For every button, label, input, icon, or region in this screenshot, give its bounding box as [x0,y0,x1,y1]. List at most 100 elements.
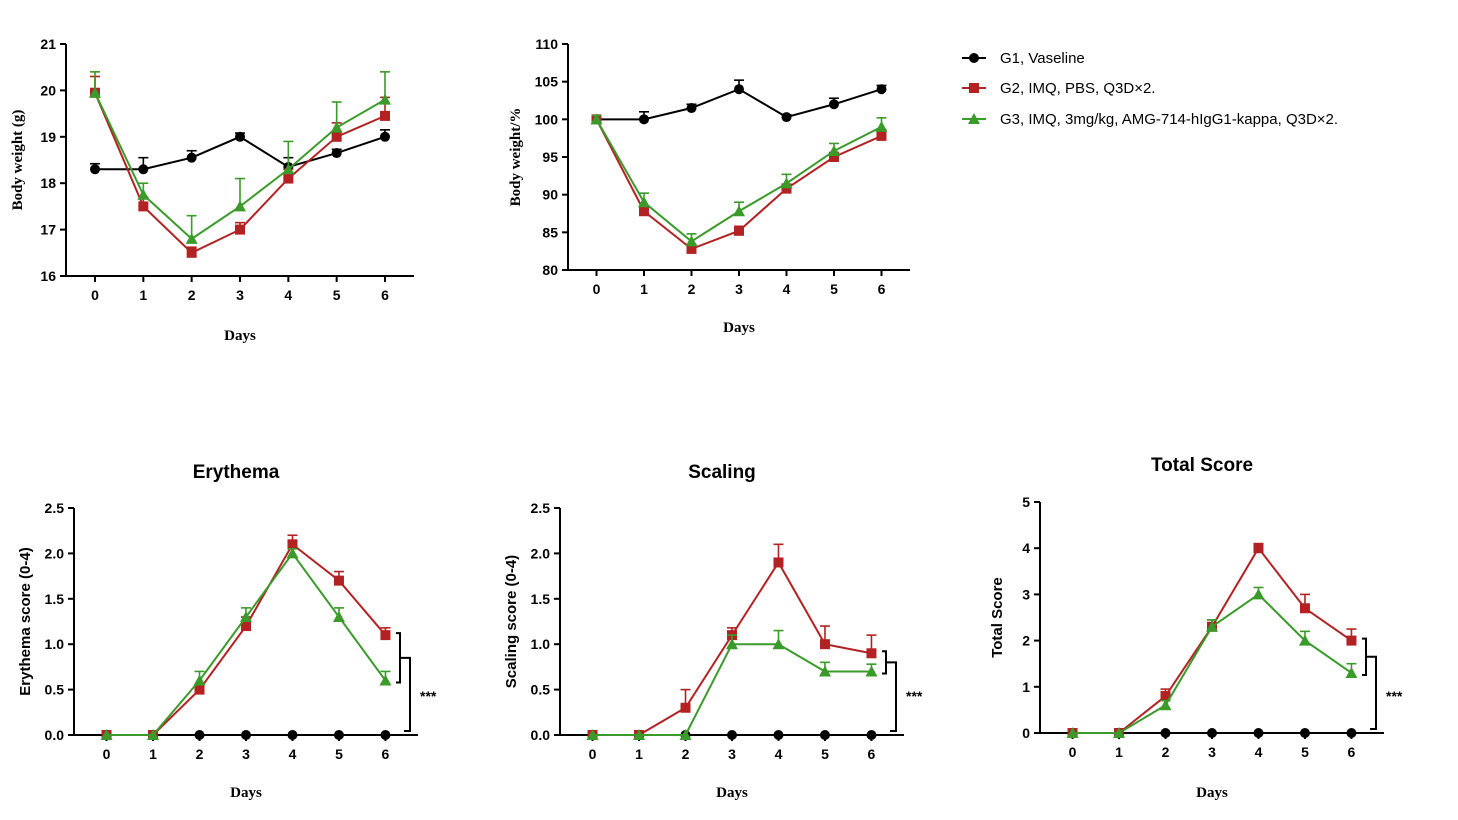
data-point [1066,727,1079,738]
data-point [781,183,792,194]
series-2 [1067,542,1357,738]
data-point [686,103,697,114]
series-line [595,118,882,243]
data-point [331,148,342,159]
x-tick-label: 4 [1255,744,1263,760]
y-axis-title: Erythema score (0-4) [17,547,34,695]
data-point [234,200,246,212]
data-point [781,112,792,123]
data-point [100,729,113,740]
x-tick-label: 1 [1115,744,1123,760]
chart-title: Erythema [193,462,280,483]
data-point [876,130,887,141]
x-tick-label: 6 [381,287,389,303]
data-point [1346,728,1357,738]
data-point [773,557,784,568]
series-2 [90,75,390,258]
x-axis-title: Days [716,785,748,801]
y-tick-label: 110 [535,36,558,52]
data-point [875,120,888,132]
data-point [194,684,205,695]
data-point [90,164,100,175]
data-point [866,648,877,659]
data-point [1159,699,1172,711]
y-axis-title: Body weight/% [508,108,524,207]
data-point [780,177,793,189]
data-point [240,610,252,622]
axes [60,43,414,282]
x-tick-label: 4 [284,287,292,303]
data-point [287,730,298,740]
series-2 [591,114,887,254]
axes [562,43,910,276]
x-tick-label: 3 [735,281,743,297]
data-point [137,188,150,200]
y-tick-label: 2.0 [45,545,65,561]
x-tick-label: 5 [830,281,838,297]
x-axis-title: Days [723,320,755,336]
data-point [828,144,840,156]
y-tick-label: 2 [1022,633,1030,649]
body-weight-percent-chart: 80 85 90 95 100 105 110 0 1 2 3 4 5 6 Days Body weight/… [508,36,910,336]
data-point [380,131,390,142]
series-line [1072,546,1353,734]
bracket-inner [1362,637,1367,676]
x-axis-title: Days [224,328,256,344]
data-point [333,730,344,740]
data-point [633,729,646,740]
y-tick-label: 2.5 [45,500,65,516]
data-point [380,110,390,121]
data-point [685,235,698,247]
series-2 [101,534,391,740]
legend-entry-g2: G2, IMQ, PBS, Q3D×2. [962,80,1155,97]
data-point [138,164,149,175]
data-point [147,729,160,740]
x-tick-label: 0 [1069,744,1077,760]
data-point [773,730,784,740]
x-tick-label: 5 [333,287,341,303]
x-tick-label: 5 [1301,744,1309,760]
data-point [89,86,101,98]
x-tick-label: 2 [682,746,690,762]
data-point [283,173,294,184]
y-tick-label: 2.0 [531,545,551,561]
data-point [185,232,198,244]
data-point [680,702,691,713]
data-point [1299,603,1310,614]
y-tick-label: 4 [1022,540,1030,556]
data-point [241,730,251,740]
y-tick-label: 19 [40,129,56,145]
data-point [876,84,887,95]
y-tick-label: 0 [1022,725,1030,741]
y-tick-label: 85 [542,224,558,240]
y-tick-label: 80 [542,262,558,278]
data-point [235,224,245,235]
y-tick-label: 95 [542,149,558,165]
x-tick-label: 1 [139,287,147,303]
bracket-outer [1366,655,1377,730]
data-point [186,152,197,163]
x-tick-label: 2 [188,287,196,303]
series-3 [89,71,391,244]
data-point [686,243,697,254]
chart-title: Scaling [688,462,756,483]
y-tick-label: 2.5 [531,500,551,516]
y-tick-label: 0.0 [531,727,551,743]
data-point [590,113,603,125]
series-1 [591,79,887,125]
data-point [727,730,737,740]
data-point [186,247,197,258]
x-tick-label: 4 [289,746,297,762]
x-tick-label: 6 [868,746,876,762]
x-tick-label: 6 [382,746,390,762]
legend-label-g1: G1, Vaseline [1000,50,1085,67]
x-tick-label: 1 [640,281,648,297]
series-3 [590,113,888,247]
legend-label-g3: G3, IMQ, 3mg/kg, AMG-714-hIgG1-kappa, Q3… [1000,111,1338,128]
data-point [1253,728,1264,738]
significance-bracket: *** [1362,637,1403,730]
y-tick-label: 5 [1022,494,1030,510]
y-tick-label: 1.0 [45,636,65,652]
data-point [193,674,206,686]
legend-entry-g1: G1, Vaseline [962,50,1085,67]
